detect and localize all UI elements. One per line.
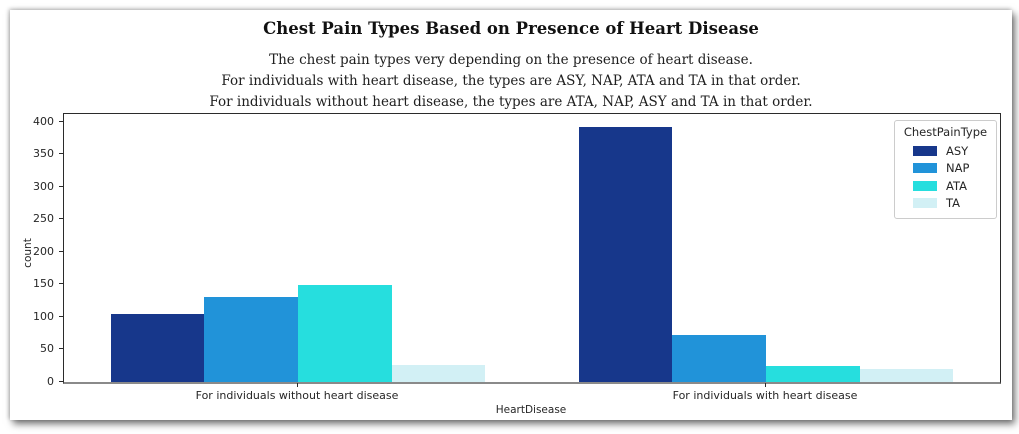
legend-swatch-icon bbox=[913, 198, 937, 209]
y-tick-label: 250 bbox=[33, 212, 54, 226]
legend-item-TA: TA bbox=[901, 195, 990, 213]
y-tick-mark bbox=[59, 348, 63, 350]
y-tick-mark bbox=[59, 153, 63, 155]
y-tick-mark bbox=[59, 218, 63, 220]
figure-card: Chest Pain Types Based on Presence of He… bbox=[10, 10, 1012, 420]
legend-item-ATA: ATA bbox=[901, 177, 990, 195]
chart-subtitle: The chest pain types very depending on t… bbox=[10, 50, 1012, 113]
x-axis-label: HeartDisease bbox=[495, 404, 567, 416]
legend-title: ChestPainType bbox=[903, 125, 988, 139]
y-tick-label: 350 bbox=[33, 147, 54, 161]
legend-label: ATA bbox=[946, 178, 967, 193]
y-tick-label: 0 bbox=[47, 375, 54, 388]
bar-ATA-1 bbox=[766, 366, 860, 382]
y-tick-mark bbox=[59, 185, 63, 187]
y-tick-label: 150 bbox=[33, 277, 54, 291]
subtitle-line: For individuals with heart disease, the … bbox=[221, 73, 801, 89]
bar-ASY-1 bbox=[578, 127, 673, 382]
y-tick-mark bbox=[59, 120, 63, 122]
bar-NAP-1 bbox=[672, 335, 766, 382]
y-tick-label: 200 bbox=[33, 244, 54, 258]
y-tick-mark bbox=[59, 381, 63, 382]
legend-items: ASY NAP ATA TA bbox=[901, 142, 990, 212]
legend-label: ASY bbox=[946, 143, 969, 158]
y-tick-label: 400 bbox=[33, 114, 54, 128]
bar-NAP-0 bbox=[204, 296, 298, 382]
bar-ASY-0 bbox=[110, 314, 205, 382]
x-tick-label: For individuals with heart disease bbox=[672, 389, 858, 402]
subtitle-line: For individuals without heart disease, t… bbox=[209, 94, 813, 110]
x-tick-mark bbox=[765, 383, 766, 387]
legend-swatch-icon bbox=[913, 180, 937, 191]
legend-swatch-icon bbox=[913, 145, 937, 156]
y-tick-label: 100 bbox=[33, 309, 54, 323]
legend-item-NAP: NAP bbox=[901, 160, 990, 178]
bar-TA-0 bbox=[391, 365, 486, 382]
y-tick-label: 50 bbox=[40, 342, 54, 356]
y-tick-mark bbox=[59, 250, 63, 252]
x-tick-label: For individuals without heart disease bbox=[195, 389, 399, 402]
x-tick-mark bbox=[297, 383, 298, 387]
subtitle-line: The chest pain types very depending on t… bbox=[269, 52, 753, 68]
y-tick-mark bbox=[59, 315, 63, 317]
legend-label: TA bbox=[946, 196, 960, 211]
bar-ATA-0 bbox=[298, 285, 392, 382]
y-tick-label: 300 bbox=[33, 179, 54, 193]
legend-item-ASY: ASY bbox=[901, 142, 990, 160]
bar-TA-1 bbox=[859, 369, 954, 382]
chart-title: Chest Pain Types Based on Presence of He… bbox=[263, 19, 759, 38]
legend: ChestPainType ASY NAP ATA TA bbox=[894, 120, 997, 219]
legend-label: NAP bbox=[946, 161, 970, 176]
legend-swatch-icon bbox=[913, 163, 937, 174]
plot-area bbox=[63, 113, 1001, 384]
y-tick-mark bbox=[59, 283, 63, 285]
